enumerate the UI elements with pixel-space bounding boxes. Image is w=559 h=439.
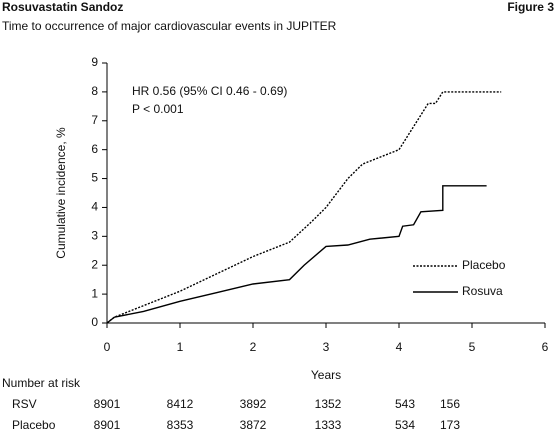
- risk-value: 8353: [167, 418, 194, 432]
- y-tick-label: 7: [91, 113, 98, 127]
- x-tick-label: 4: [396, 340, 403, 354]
- figure-label: Figure 3: [507, 0, 554, 14]
- risk-value: 1352: [315, 397, 342, 411]
- legend-label: Rosuva: [462, 284, 503, 298]
- annotation: P < 0.001: [132, 102, 184, 116]
- x-tick-label: 3: [323, 340, 330, 354]
- chart-title: Rosuvastatin Sandoz: [2, 0, 123, 14]
- y-tick-label: 6: [91, 142, 98, 156]
- y-tick-label: 3: [91, 229, 98, 243]
- line-series: [106, 91, 502, 324]
- risk-value: 534: [395, 418, 415, 432]
- chart-subtitle: Time to occurrence of major cardiovascul…: [2, 19, 337, 33]
- y-tick-label: 8: [91, 84, 98, 98]
- risk-value: 1333: [315, 418, 342, 432]
- risk-value: 8412: [167, 397, 194, 411]
- risk-value: 3892: [240, 397, 267, 411]
- y-tick-label: 9: [91, 55, 98, 69]
- risk-value: 8901: [94, 397, 121, 411]
- y-tick-label: 0: [91, 315, 98, 329]
- y-axis-label: Cumulative incidence, %: [54, 127, 68, 259]
- line-series: [106, 185, 487, 324]
- y-tick-label: 5: [91, 171, 98, 185]
- risk-table-title: Number at risk: [2, 376, 81, 390]
- x-tick-label: 6: [542, 340, 549, 354]
- y-tick-label: 1: [91, 286, 98, 300]
- x-tick-label: 0: [104, 340, 111, 354]
- risk-row-label: Placebo: [12, 418, 56, 432]
- risk-value: 8901: [94, 418, 121, 432]
- risk-value: 173: [440, 418, 460, 432]
- risk-row-label: RSV: [12, 397, 37, 411]
- x-axis-label: Years: [311, 368, 341, 382]
- x-tick-label: 1: [177, 340, 184, 354]
- risk-value: 3872: [240, 418, 267, 432]
- risk-value: 156: [440, 397, 460, 411]
- x-tick-label: 5: [469, 340, 476, 354]
- risk-value: 543: [395, 397, 415, 411]
- y-tick-label: 4: [91, 200, 98, 214]
- y-tick-label: 2: [91, 257, 98, 271]
- legend-label: Placebo: [462, 258, 506, 272]
- annotation: HR 0.56 (95% CI 0.46 - 0.69): [132, 84, 287, 98]
- x-tick-label: 2: [250, 340, 257, 354]
